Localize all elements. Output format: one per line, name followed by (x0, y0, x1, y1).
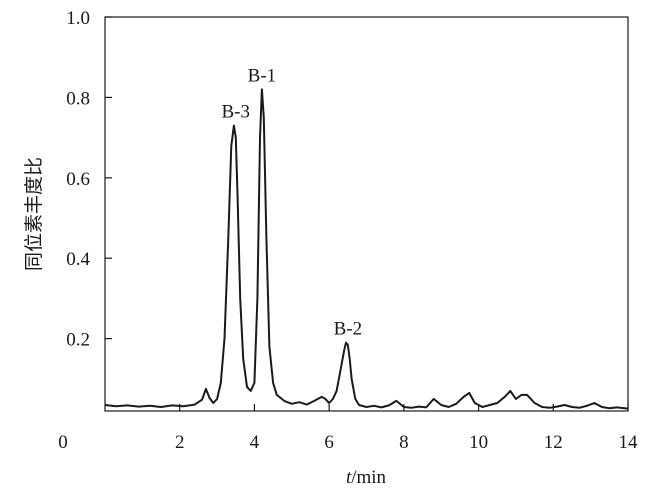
plot-area-frame (104, 16, 629, 412)
x-axis-title-italic: t (346, 467, 352, 488)
x-tick-label: 14 (619, 432, 639, 453)
x-tick-label: 10 (469, 432, 488, 453)
peak-label: B-3 (222, 102, 251, 123)
y-axis-title: 同位素丰度比 (23, 157, 45, 271)
y-tick-label: 1.0 (66, 8, 90, 29)
peak-labels: B-3 B-1 B-2 (222, 65, 363, 339)
x-tick-label: 4 (250, 432, 260, 453)
y-tick-label: 0.6 (66, 169, 90, 190)
x-axis-title: t/min (346, 467, 387, 488)
x-tick-label: 2 (175, 432, 185, 453)
y-tick-label: 0.4 (66, 249, 90, 270)
peak-label: B-2 (334, 319, 363, 340)
origin-label: 0 (58, 432, 68, 453)
x-axis-title-unit: /min (351, 467, 386, 488)
peak-label: B-1 (248, 65, 277, 86)
series-line (104, 88, 629, 410)
y-tick-label: 0.2 (66, 330, 90, 351)
x-tick-label: 8 (399, 432, 409, 453)
x-tick-label: 12 (544, 432, 563, 453)
y-tick-label: 0.8 (66, 88, 90, 109)
axis-tick-labels: 2 4 6 8 10 12 14 0.2 0.4 0.6 0.8 1.0 (66, 8, 638, 453)
axis-ticks (105, 16, 629, 411)
x-tick-label: 6 (324, 432, 334, 453)
